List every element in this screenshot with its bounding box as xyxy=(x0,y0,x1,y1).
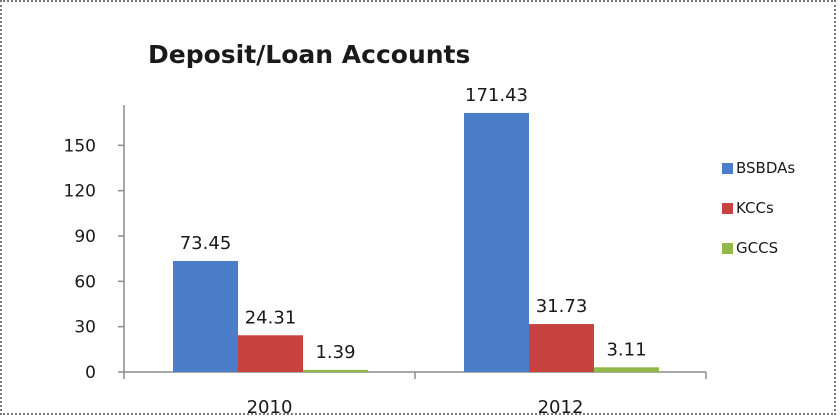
data-label: 3.11 xyxy=(606,339,646,360)
data-label: 31.73 xyxy=(536,296,588,317)
legend-label-gccs: GCCS xyxy=(736,239,778,257)
data-label: 171.43 xyxy=(465,85,528,106)
y-tick-label: 30 xyxy=(74,318,96,338)
bar-gccs-2012 xyxy=(594,367,659,372)
data-label: 73.45 xyxy=(180,233,232,254)
legend-swatch-bsbdas xyxy=(722,163,733,174)
bar-gccs-2010 xyxy=(303,369,368,372)
bar-bsbdas-2012 xyxy=(464,112,529,372)
bar-bsbdas-2010 xyxy=(173,261,238,372)
y-tick-label: 0 xyxy=(85,363,96,383)
x-axis: 2010 2012 xyxy=(123,371,707,418)
legend-label-kccs: KCCs xyxy=(736,199,774,217)
y-tick-label: 150 xyxy=(64,136,96,156)
y-axis: 0 30 60 90 120 150 xyxy=(64,105,125,383)
x-tick-label: 2010 xyxy=(247,397,293,418)
y-tick-label: 60 xyxy=(74,272,96,292)
legend-label-bsbdas: BSBDAs xyxy=(736,159,795,177)
y-tick-label: 90 xyxy=(74,227,96,247)
legend: BSBDAs KCCs GCCS xyxy=(722,159,795,257)
legend-swatch-kccs xyxy=(722,203,733,214)
data-labels: 73.45 24.31 1.39 171.43 31.73 3.11 xyxy=(180,85,647,363)
y-tick-label: 120 xyxy=(64,182,96,202)
bar-kccs-2010 xyxy=(238,335,303,372)
data-label: 24.31 xyxy=(245,307,297,328)
bar-kccs-2012 xyxy=(529,324,594,372)
data-label: 1.39 xyxy=(315,342,355,363)
x-tick-label: 2012 xyxy=(538,397,584,418)
bars xyxy=(173,112,659,372)
chart-title: Deposit/Loan Accounts xyxy=(148,40,470,69)
legend-swatch-gccs xyxy=(722,243,733,254)
